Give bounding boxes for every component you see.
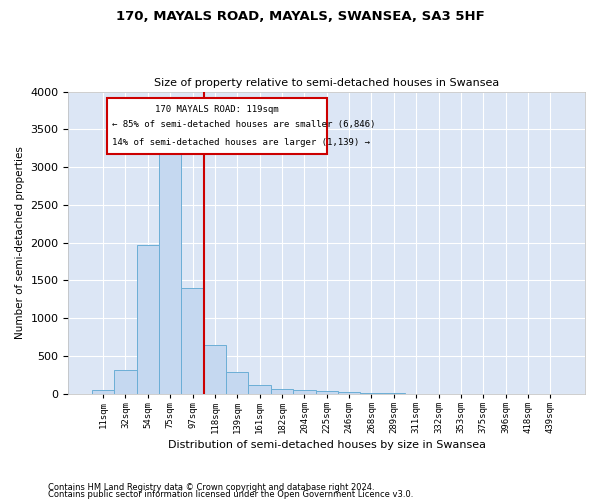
Text: Contains public sector information licensed under the Open Government Licence v3: Contains public sector information licen… — [48, 490, 413, 499]
Bar — [204, 346, 226, 394]
Bar — [338, 392, 360, 394]
Text: 170 MAYALS ROAD: 119sqm: 170 MAYALS ROAD: 119sqm — [155, 105, 279, 114]
Bar — [114, 370, 137, 394]
Bar — [316, 391, 338, 394]
Text: ← 85% of semi-detached houses are smaller (6,846): ← 85% of semi-detached houses are smalle… — [112, 120, 376, 130]
FancyBboxPatch shape — [107, 98, 327, 154]
Bar — [159, 154, 181, 394]
X-axis label: Distribution of semi-detached houses by size in Swansea: Distribution of semi-detached houses by … — [168, 440, 486, 450]
Bar — [181, 288, 204, 394]
Bar — [360, 392, 383, 394]
Bar — [271, 388, 293, 394]
Text: 14% of semi-detached houses are larger (1,139) →: 14% of semi-detached houses are larger (… — [112, 138, 370, 147]
Bar — [137, 245, 159, 394]
Bar — [248, 385, 271, 394]
Bar — [92, 390, 114, 394]
Bar — [226, 372, 248, 394]
Title: Size of property relative to semi-detached houses in Swansea: Size of property relative to semi-detach… — [154, 78, 499, 88]
Bar — [293, 390, 316, 394]
Text: Contains HM Land Registry data © Crown copyright and database right 2024.: Contains HM Land Registry data © Crown c… — [48, 484, 374, 492]
Text: 170, MAYALS ROAD, MAYALS, SWANSEA, SA3 5HF: 170, MAYALS ROAD, MAYALS, SWANSEA, SA3 5… — [116, 10, 484, 23]
Y-axis label: Number of semi-detached properties: Number of semi-detached properties — [15, 146, 25, 339]
